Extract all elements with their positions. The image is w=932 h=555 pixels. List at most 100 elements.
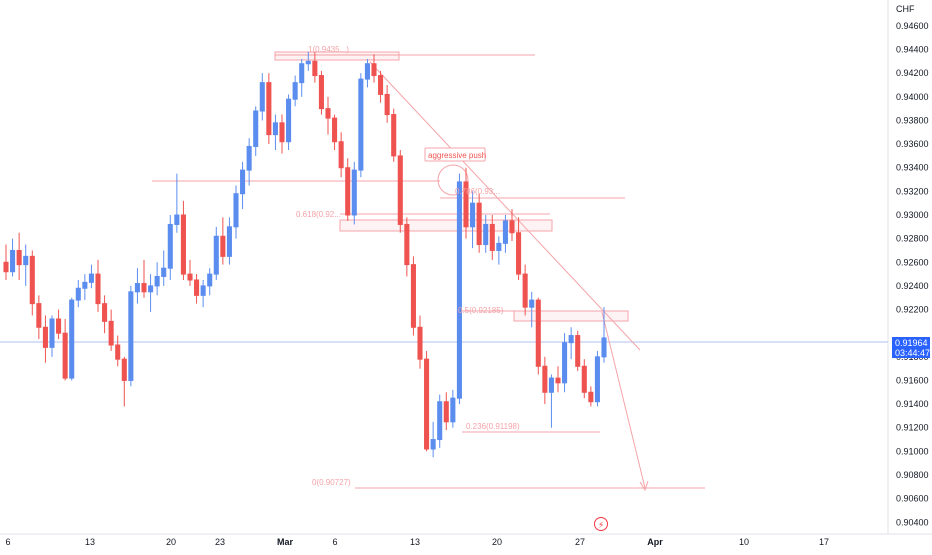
x-tick-label: 20 [492,537,502,547]
candles-layer [3,51,607,458]
candle-up [88,273,94,283]
candle-up [200,285,206,296]
candle-down [180,214,186,275]
y-axis-labels: 0.94600 0.94400 0.94200 0.94000 0.93800 0.936… [896,21,929,527]
candle-down [516,232,522,275]
candle-up [10,249,16,273]
candle-up [483,223,489,246]
x-tick-label: Mar [277,537,294,547]
x-tick-label: 27 [575,537,585,547]
candle-up [213,235,219,275]
projection-arrow-line[interactable] [601,311,646,489]
aggressive-push-box[interactable] [424,147,486,162]
lightning-bolt-icon[interactable]: ⚡ [594,517,608,531]
candle-up [496,242,502,251]
candle-up [167,223,173,269]
candle-down [588,391,594,403]
highlight-circle[interactable] [437,164,469,196]
candle-up [272,122,278,136]
candle-up [351,169,357,216]
candle-down [542,365,548,393]
fib-label-618: 0.618(0.92... [296,210,341,219]
candle-up [69,299,75,379]
current-price-value: 0.91964 [895,338,928,348]
candle-down [384,93,390,116]
candle-up [49,318,55,348]
candle-up [286,98,292,143]
candle-down [391,114,397,157]
candle-down [279,122,285,143]
candle-up [456,181,462,399]
fib-level-618-box [339,219,553,232]
candle-up [548,377,554,393]
candle-down [3,261,9,273]
currency-label: CHF [896,4,915,14]
candle-down [404,223,410,266]
candle-down [476,202,482,246]
candle-up [207,273,213,287]
candle-up [529,299,535,308]
candle-up [75,287,81,301]
candle-down [371,63,377,77]
fib-label-786: 0.786(0.93... [455,187,500,196]
candle-up [253,110,259,147]
price-axis-area[interactable] [888,0,932,550]
candle-down [194,279,200,296]
candle-down [95,273,101,305]
candle-down [397,155,403,225]
y-tick-label: 0.90800 [896,470,929,480]
candle-down [509,220,515,234]
candle-down [535,299,541,367]
fib-label-236: 0.236(0.91198) [466,422,520,431]
candle-down [443,401,449,423]
candle-up [154,275,160,287]
x-tick-label: 20 [166,537,176,547]
candle-down [108,320,114,346]
candle-up [292,82,298,100]
candle-down [36,303,42,328]
y-tick-label: 0.93200 [896,186,929,196]
candle-down [325,108,331,119]
aggressive-push-label: aggressive push [428,151,486,160]
candle-down [56,318,62,334]
candle-down [581,365,587,393]
candle-up [82,281,88,289]
candle-up [364,63,370,80]
candle-down [187,273,193,281]
fib-level-1-box [274,51,400,61]
candle-down [62,332,68,379]
candle-down [220,235,226,257]
candle-up [601,337,607,358]
candle-up [134,283,140,293]
candle-up [259,82,265,112]
y-tick-label: 0.91200 [896,423,929,433]
y-tick-label: 0.92800 [896,234,929,244]
x-tick-label: 13 [85,537,95,547]
current-price-tag: 0.91964 03:44:47 [892,337,930,358]
x-tick-label: 10 [739,537,749,547]
candle-up [502,220,508,244]
candle-down [102,303,108,322]
y-tick-label: 0.90400 [896,517,929,527]
arrow-head-icon [639,480,649,492]
y-tick-label: 0.92400 [896,281,929,291]
candle-down [141,283,147,293]
candle-up [233,193,239,228]
candle-up [174,214,180,225]
x-tick-label: 17 [819,537,829,547]
fib-retracement-drawing[interactable] [152,51,705,492]
y-tick-label: 0.91600 [896,375,929,385]
candle-down [42,326,48,348]
fib-level-5-box [513,310,629,322]
candle-down [332,117,338,143]
y-tick-label: 0.94600 [896,21,929,31]
candle-up [430,439,436,450]
candle-down [575,335,581,367]
x-tick-label: 23 [215,537,225,547]
candle-up [470,202,476,228]
candle-up [358,78,364,171]
x-axis-labels: 6 13 20 23 Mar 6 13 20 27 Apr 10 17 [5,537,829,547]
downtrend-line[interactable] [369,61,641,351]
